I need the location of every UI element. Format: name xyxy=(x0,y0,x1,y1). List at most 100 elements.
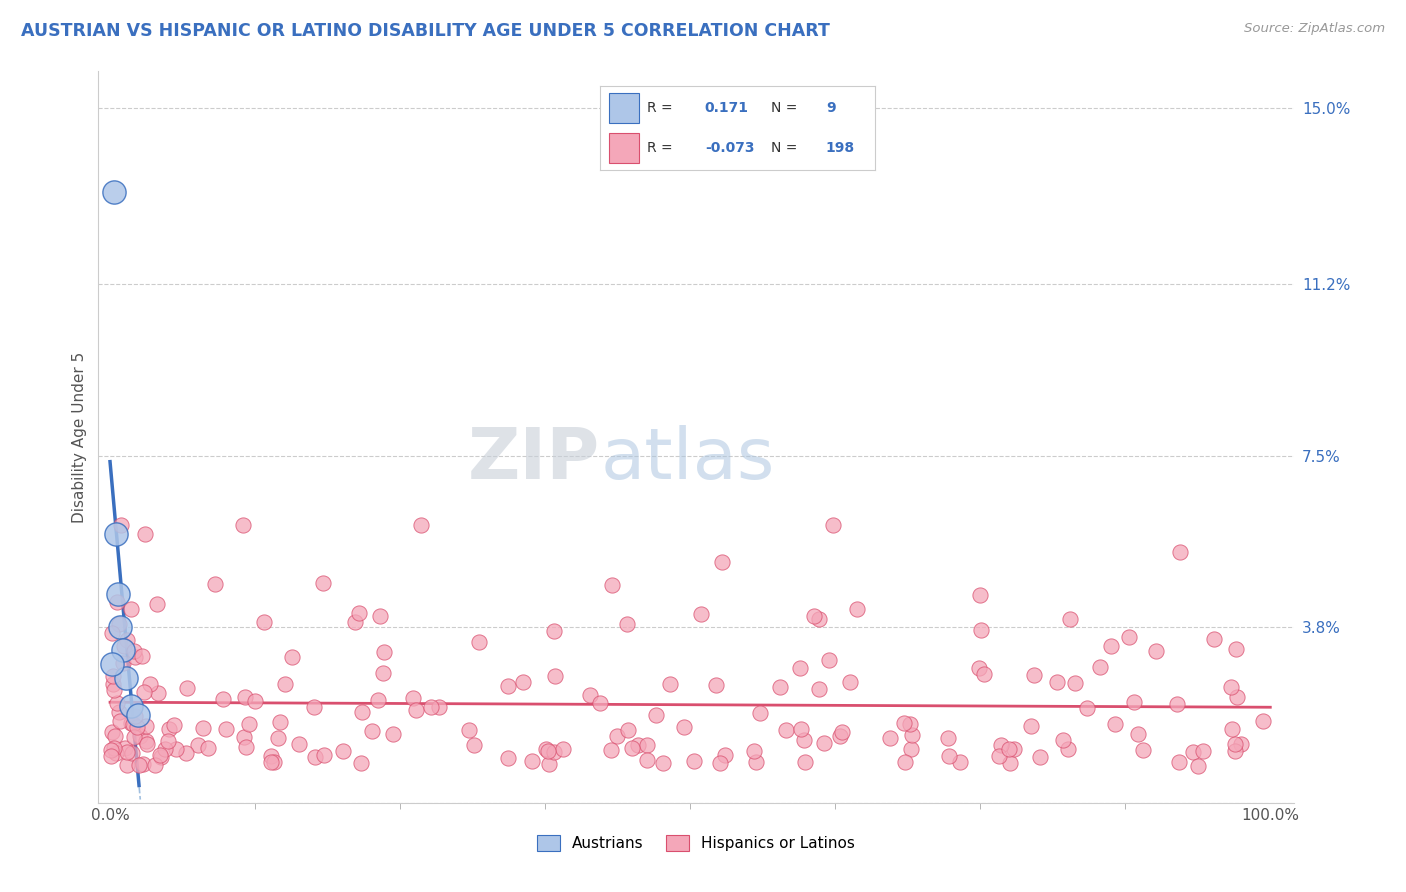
Point xyxy=(165,741,187,756)
Point xyxy=(103,683,125,698)
Y-axis label: Disability Age Under 5: Disability Age Under 5 xyxy=(72,351,87,523)
Point xyxy=(124,709,146,723)
Point xyxy=(235,740,257,755)
Point xyxy=(1099,639,1122,653)
Point xyxy=(1059,612,1081,626)
Point xyxy=(879,731,901,746)
Point xyxy=(1225,641,1247,656)
Point xyxy=(267,731,290,745)
Point xyxy=(120,698,142,713)
Point xyxy=(1226,690,1249,705)
Point xyxy=(176,746,198,760)
Point xyxy=(260,748,283,763)
Point xyxy=(467,635,489,649)
Point xyxy=(347,606,370,620)
Point xyxy=(1182,745,1205,759)
Point xyxy=(973,667,995,681)
Point xyxy=(1168,755,1191,769)
Point xyxy=(704,678,727,692)
Point xyxy=(302,700,325,714)
Point xyxy=(112,657,135,671)
Point xyxy=(115,758,138,772)
Point xyxy=(949,756,972,770)
Point xyxy=(672,720,695,734)
Point xyxy=(496,680,519,694)
Point xyxy=(458,723,481,737)
Point xyxy=(938,749,960,764)
Point xyxy=(420,699,443,714)
Point xyxy=(107,587,129,601)
Point xyxy=(522,754,544,768)
Point xyxy=(115,632,138,647)
Point xyxy=(1063,676,1085,690)
Point xyxy=(124,650,146,665)
Point xyxy=(600,577,623,591)
Point xyxy=(103,185,125,199)
Text: ZIP: ZIP xyxy=(468,425,600,493)
Point xyxy=(260,756,283,770)
Point xyxy=(367,692,389,706)
Point xyxy=(543,624,565,638)
Point xyxy=(793,733,815,747)
Point xyxy=(1123,695,1146,709)
Point xyxy=(371,665,394,680)
Point xyxy=(108,616,131,631)
Point xyxy=(103,741,125,756)
Point xyxy=(893,755,915,769)
Point xyxy=(122,644,145,658)
Point xyxy=(193,721,215,735)
Point xyxy=(463,738,485,752)
Point xyxy=(828,729,851,743)
Point xyxy=(381,727,404,741)
Point xyxy=(107,705,129,719)
Point xyxy=(543,745,565,759)
Text: AUSTRIAN VS HISPANIC OR LATINO DISABILITY AGE UNDER 5 CORRELATION CHART: AUSTRIAN VS HISPANIC OR LATINO DISABILIT… xyxy=(21,22,830,40)
Point xyxy=(134,527,156,541)
Point xyxy=(1230,737,1253,751)
Point xyxy=(1029,750,1052,764)
Point xyxy=(121,746,143,760)
Point xyxy=(157,722,180,736)
Point xyxy=(122,730,145,744)
Point xyxy=(1002,742,1025,756)
Point xyxy=(105,696,128,710)
Point xyxy=(1220,681,1243,695)
Point xyxy=(274,677,297,691)
Point xyxy=(683,754,706,768)
Point xyxy=(969,587,991,601)
Point xyxy=(163,717,186,731)
Point xyxy=(1088,660,1111,674)
Point xyxy=(794,755,817,769)
Point xyxy=(578,689,600,703)
Point xyxy=(616,617,638,632)
Point xyxy=(176,681,198,695)
Point xyxy=(689,607,711,621)
Point xyxy=(215,722,238,736)
Point xyxy=(900,728,922,742)
Point xyxy=(498,750,520,764)
Point xyxy=(789,660,811,674)
Point xyxy=(427,700,450,714)
Point xyxy=(332,744,354,758)
Point xyxy=(143,757,166,772)
Point xyxy=(606,729,628,743)
Point xyxy=(104,527,127,541)
Point xyxy=(370,609,392,624)
Point xyxy=(352,706,374,720)
Point xyxy=(1223,737,1246,751)
Point xyxy=(122,717,145,731)
Point xyxy=(846,602,869,616)
Point xyxy=(1118,631,1140,645)
Point xyxy=(808,612,831,626)
Point xyxy=(1187,758,1209,772)
Point xyxy=(269,714,291,729)
Point xyxy=(600,743,623,757)
Point xyxy=(212,692,235,706)
Point xyxy=(100,743,122,757)
Point xyxy=(714,748,737,763)
Point xyxy=(409,518,432,533)
Point xyxy=(900,742,922,756)
Point xyxy=(709,756,731,771)
Point xyxy=(132,757,155,772)
Point xyxy=(232,518,254,533)
